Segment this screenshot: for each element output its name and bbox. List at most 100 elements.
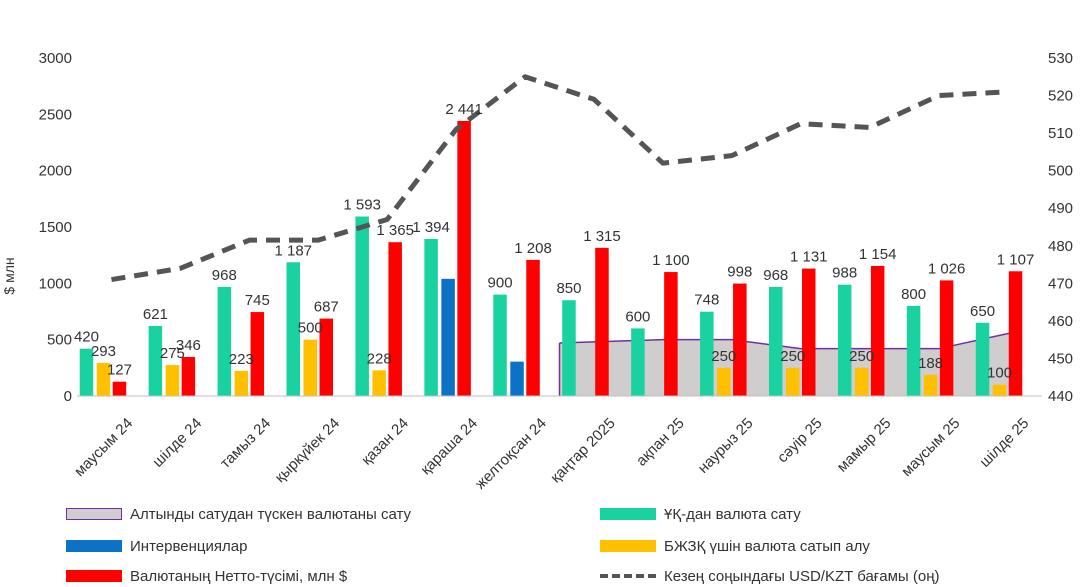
net-supply-bar: [457, 120, 471, 397]
legend-label-pension-purchases: БЖЗҚ үшін валюта сатып алу: [664, 537, 870, 555]
net-supply-bar-label: 1 315: [583, 228, 621, 245]
net-supply-bar: [112, 381, 127, 396]
y-tick-label: 2000: [39, 163, 72, 180]
intervention-bar: [441, 278, 455, 396]
nf-sales-bar-label: 1 187: [274, 242, 312, 259]
y-tick-label: 500: [47, 332, 72, 349]
net-supply-bar-label: 1 208: [514, 240, 552, 257]
x-tick-label: қаңтар 2025: [547, 415, 619, 487]
net-supply-bar-label: 1 131: [790, 249, 828, 266]
net-supply-bar-label: 346: [176, 337, 201, 354]
x-tick-label: ақпан 25: [633, 415, 688, 470]
net-supply-bar: [664, 272, 678, 396]
pension-purchase-bar-label: 228: [367, 350, 392, 367]
nf-sales-bar-label: 1 394: [412, 219, 450, 236]
y2-tick-label: 440: [1048, 388, 1073, 405]
net-supply-bar-label: 127: [107, 362, 132, 379]
x-tick-label: қыркүйек 24: [272, 415, 343, 486]
nf-sales-bar-label: 988: [832, 265, 857, 282]
nf-sales-bar: [217, 286, 232, 396]
y2-tick-label: 470: [1048, 275, 1073, 292]
legend-swatch-pension-purchases: [600, 540, 656, 552]
legend-swatch-nf-sales: [600, 508, 656, 520]
nf-sales-bar: [79, 348, 94, 396]
net-supply-bar-label: 687: [314, 299, 339, 316]
exchange-rate-line-path: [111, 74, 1008, 283]
x-tick-label: желтоқсан 24: [472, 415, 550, 493]
net-supply-bar-label: 998: [727, 264, 752, 281]
net-supply-bar: [181, 357, 196, 396]
legend-swatch-interventions: [66, 540, 122, 552]
data-labels: 420 621 968 1 187 1 593 1 394 900 850 600 748 968 9…: [74, 101, 1034, 382]
net-supply-bar: [1008, 271, 1023, 396]
x-tick-label: сәуір 25: [774, 415, 826, 467]
exchange-rate-line: [111, 74, 1008, 283]
nf-sales-bar-label: 621: [143, 306, 168, 323]
y2-tick-label: 480: [1048, 238, 1073, 255]
legend-label-interventions: Интервенциялар: [130, 537, 248, 555]
pension-purchase-bar-label: 250: [780, 348, 805, 365]
x-tick-label: наурыз 25: [695, 415, 757, 477]
legend-item-gold-sales: Алтынды сатудан түскен валютаны сату: [66, 503, 411, 525]
nf-sales-bar: [424, 238, 438, 396]
x-tick-label: қазан 24: [358, 415, 412, 469]
nf-sales-bar: [700, 311, 714, 396]
nf-sales-bar-label: 968: [212, 267, 237, 284]
gold-sales-area-edge: [559, 332, 1012, 350]
y-axis-right: 440 450 460 470 480 490 500 510 520 530: [1048, 50, 1073, 405]
net-supply-bar: [319, 318, 333, 396]
nf-sales-bar: [906, 305, 921, 396]
pension-purchase-bar: [372, 370, 386, 396]
legend-item-nf-sales: ҰҚ-дан валюта сату: [600, 503, 801, 525]
y2-tick-label: 520: [1048, 88, 1073, 105]
pension-purchase-bar-label: 223: [229, 351, 254, 368]
net-supply-bar: [870, 265, 885, 396]
pension-purchase-bar: [854, 367, 869, 396]
x-tick-label: маусым 25: [898, 415, 963, 480]
nf-sales-bar-label: 800: [901, 286, 926, 303]
legend-swatch-exchange-rate: [600, 574, 656, 578]
nf-sales-bar: [769, 286, 783, 396]
pension-purchase-bar: [234, 370, 249, 396]
nf-sales-bar-label: 900: [488, 275, 513, 292]
nf-sales-bar-label: 600: [625, 308, 650, 325]
pension-purchase-bar-label: 188: [918, 355, 943, 372]
x-tick-label: қараша 24: [417, 415, 481, 479]
pension-purchase-bar: [96, 362, 111, 396]
net-supply-bar: [388, 242, 402, 396]
legend: Алтынды сатудан түскен валютаны сату ҰҚ-…: [0, 498, 1086, 586]
nf-sales-bar: [631, 328, 645, 396]
bars: [79, 120, 1023, 397]
pension-purchase-bar: [165, 365, 180, 396]
legend-item-interventions: Интервенциялар: [66, 535, 247, 557]
y2-tick-label: 510: [1048, 125, 1073, 142]
net-supply-bar-label: 1 100: [652, 252, 690, 269]
nf-sales-bar-label: 850: [556, 280, 581, 297]
x-tick-label: шілде 25: [976, 415, 1032, 471]
net-supply-bar: [802, 268, 816, 396]
y2-tick-label: 460: [1048, 313, 1073, 330]
y-tick-label: 3000: [39, 50, 72, 67]
legend-label-net-supply: Валютаның Нетто-түсімі, млн $: [130, 567, 348, 585]
net-supply-bar: [733, 283, 747, 396]
pension-purchase-bar: [786, 367, 800, 396]
legend-swatch-net-supply: [66, 570, 122, 582]
nf-sales-bar-label: 420: [74, 329, 99, 346]
x-tick-label: тамыз 24: [217, 415, 274, 472]
y-tick-label: 1000: [39, 275, 72, 292]
nf-sales-bar: [975, 322, 990, 396]
net-supply-bar: [939, 280, 954, 396]
y-tick-label: 2500: [39, 106, 72, 123]
legend-item-pension-purchases: БЖЗҚ үшін валюта сатып алу: [600, 535, 870, 557]
net-supply-bar: [526, 259, 540, 396]
pension-purchase-bar-label: 100: [987, 365, 1012, 382]
nf-sales-bar-label: 968: [763, 267, 788, 284]
nf-sales-bar-label: 650: [970, 303, 995, 320]
y2-tick-label: 490: [1048, 200, 1073, 217]
y-axis-label: $ млн: [1, 257, 17, 294]
nf-sales-bar-label: 1 593: [343, 197, 381, 214]
y2-tick-label: 530: [1048, 50, 1073, 67]
pension-purchase-bar-label: 250: [711, 348, 736, 365]
